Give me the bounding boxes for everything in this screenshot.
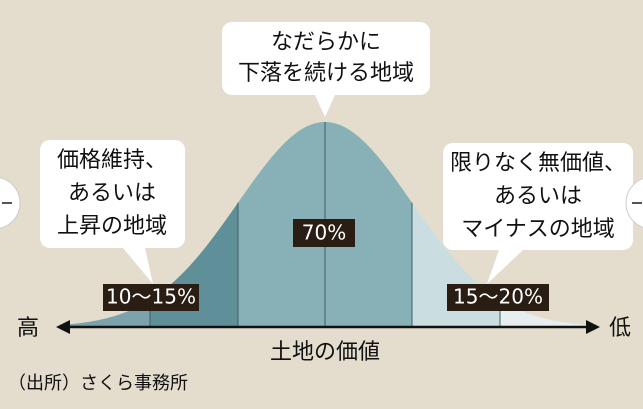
callout-text: あるいは	[494, 184, 582, 209]
source: （出所）さくら事務所	[8, 373, 188, 394]
arrow-right	[586, 320, 600, 334]
segment-label: 15～20%	[453, 285, 543, 309]
label-box	[293, 219, 355, 247]
callout-text: 価格維持、	[57, 148, 167, 173]
callout-text: 上昇の地域	[57, 214, 167, 239]
axis-low: 低	[609, 316, 631, 341]
label-box	[447, 284, 549, 311]
curve-segment	[60, 299, 150, 327]
axis-label: 土地の価値	[270, 340, 380, 365]
callout-text: あるいは	[68, 181, 156, 206]
segment-label: 70%	[302, 221, 346, 245]
label-box	[103, 284, 199, 311]
callout-text: なだらかに	[271, 30, 381, 55]
axis-high: 高	[17, 316, 39, 341]
callout-box	[40, 140, 185, 284]
callout-text: 限りなく無価値、	[450, 151, 626, 176]
callout-box	[443, 143, 633, 284]
callout-text: マイナスの地域	[461, 217, 615, 242]
curve-segment	[500, 299, 592, 327]
arrow-left	[56, 320, 70, 334]
segment-label: 10～15%	[106, 285, 196, 309]
callout-text: 下落を続ける地域	[238, 61, 414, 86]
callout-box	[222, 22, 430, 117]
